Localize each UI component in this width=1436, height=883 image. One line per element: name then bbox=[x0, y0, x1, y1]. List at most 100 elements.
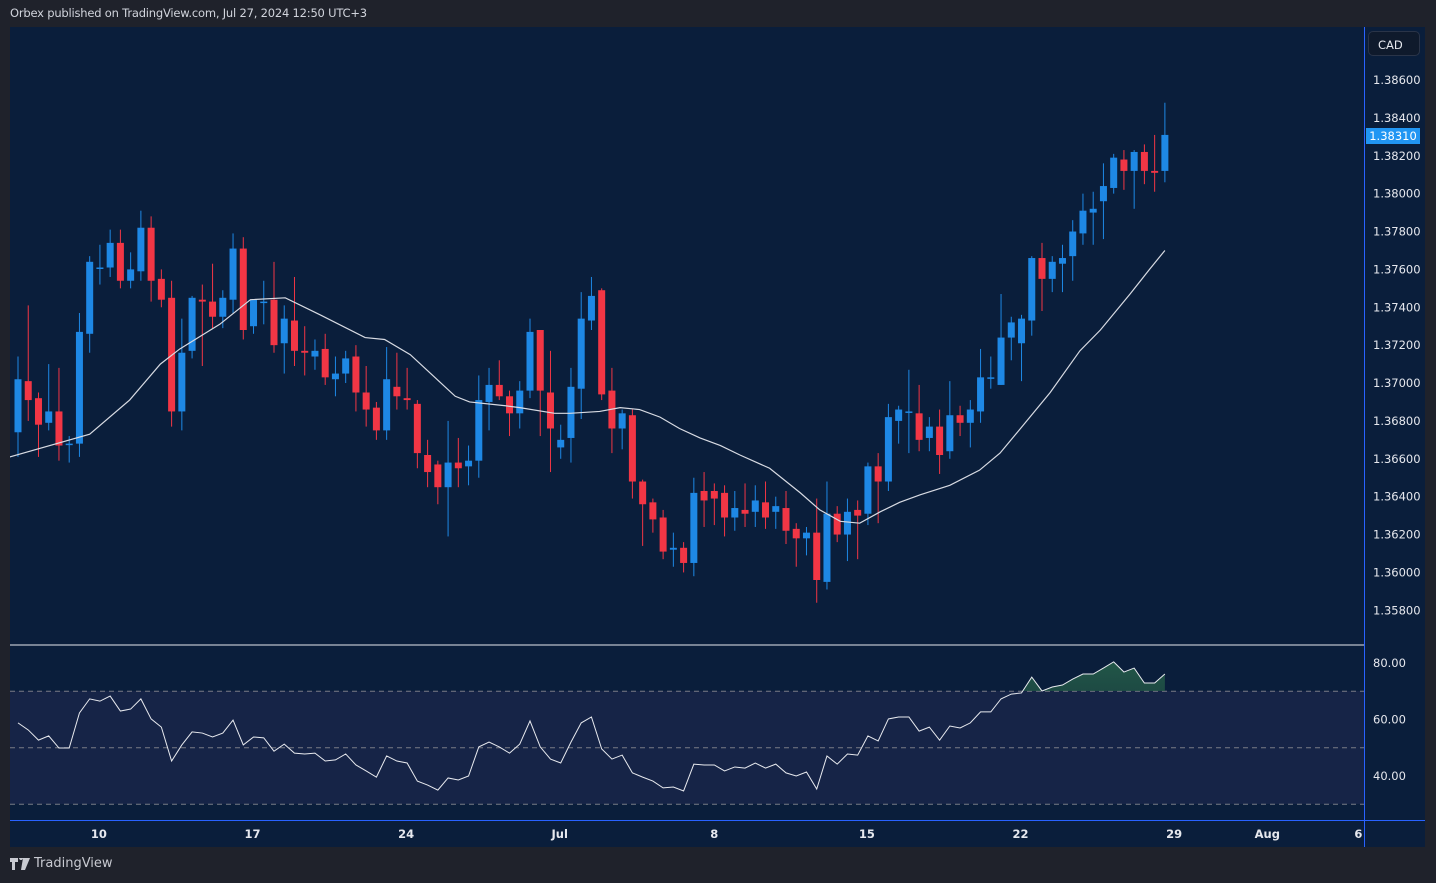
candle bbox=[178, 318, 186, 431]
candle-body bbox=[690, 492, 698, 563]
time-tick-label: 8 bbox=[710, 827, 718, 841]
candle bbox=[434, 460, 442, 505]
candle bbox=[772, 496, 780, 529]
rsi-axis[interactable]: 80.00 60.00 40.00 bbox=[1373, 656, 1406, 783]
candle-body bbox=[977, 377, 985, 412]
candle-body bbox=[1099, 186, 1107, 202]
time-tick-label: 15 bbox=[859, 827, 875, 841]
candle-body bbox=[956, 415, 964, 423]
candle bbox=[96, 244, 104, 285]
candle-body bbox=[475, 400, 483, 461]
candle-body bbox=[680, 547, 688, 563]
candle-body bbox=[321, 348, 329, 378]
candle-body bbox=[1069, 231, 1077, 257]
candle-body bbox=[454, 462, 462, 469]
currency-button[interactable]: CAD bbox=[1368, 31, 1420, 56]
candle bbox=[649, 498, 657, 533]
candle-body bbox=[301, 350, 309, 353]
candle bbox=[45, 364, 53, 431]
rsi-tick-label: 40.00 bbox=[1373, 769, 1406, 783]
candle bbox=[823, 481, 831, 590]
price-tick-label: 1.37600 bbox=[1373, 262, 1421, 276]
price-tick-label: 1.37800 bbox=[1373, 225, 1421, 239]
price-tick-label: 1.38600 bbox=[1373, 73, 1421, 87]
candle bbox=[516, 381, 524, 429]
candle-body bbox=[147, 227, 155, 281]
candle-body bbox=[506, 396, 514, 414]
candle bbox=[250, 299, 258, 334]
candle bbox=[977, 348, 985, 423]
candle bbox=[598, 288, 606, 401]
candle bbox=[55, 367, 63, 461]
candle bbox=[24, 305, 32, 421]
candle-body bbox=[823, 513, 831, 582]
candle bbox=[383, 347, 391, 440]
price-axis[interactable]: 1.38600 1.38400 1.38200 1.38000 1.37800 1.376… bbox=[1373, 73, 1421, 617]
overbought-area bbox=[1022, 661, 1165, 691]
candle-body bbox=[413, 403, 421, 454]
candle-body bbox=[925, 426, 933, 438]
candle-body bbox=[198, 299, 206, 302]
time-tick-label: Aug bbox=[1255, 827, 1280, 841]
candle bbox=[813, 498, 821, 603]
candle bbox=[639, 479, 647, 546]
rsi-tick-label: 80.00 bbox=[1373, 656, 1406, 670]
candle bbox=[424, 439, 432, 488]
candle-body bbox=[577, 318, 585, 389]
candle bbox=[864, 462, 872, 526]
candle-body bbox=[966, 409, 974, 423]
candle bbox=[147, 216, 155, 302]
candle bbox=[188, 295, 196, 359]
candle-body bbox=[444, 462, 452, 488]
candle-body bbox=[188, 297, 196, 351]
candle bbox=[608, 367, 616, 454]
candle-body bbox=[239, 248, 247, 330]
price-tick-label: 1.37200 bbox=[1373, 338, 1421, 352]
candle-body bbox=[649, 502, 657, 520]
candle-body bbox=[1151, 170, 1159, 173]
candle-body bbox=[751, 500, 759, 512]
moving-average bbox=[10, 250, 1166, 524]
candle-body bbox=[997, 337, 1005, 385]
candle-body bbox=[229, 248, 237, 300]
candle-body bbox=[1018, 318, 1026, 344]
candle bbox=[127, 252, 135, 289]
price-tick-label: 1.36800 bbox=[1373, 414, 1421, 428]
candle bbox=[526, 318, 534, 399]
candle bbox=[792, 523, 800, 567]
candle bbox=[34, 392, 42, 457]
candle-body bbox=[178, 352, 186, 412]
candle bbox=[997, 294, 1005, 385]
footer-brand[interactable]: TradingView bbox=[10, 856, 113, 871]
candle bbox=[669, 532, 677, 567]
candle bbox=[895, 405, 903, 444]
candle-body bbox=[352, 356, 360, 393]
candle bbox=[1099, 163, 1107, 240]
candle-body bbox=[516, 390, 524, 414]
candle bbox=[209, 263, 217, 329]
candle-body bbox=[864, 466, 872, 514]
candle bbox=[1038, 242, 1046, 312]
candle bbox=[1069, 220, 1077, 281]
candle-body bbox=[403, 398, 411, 401]
candle-body bbox=[1007, 322, 1015, 338]
candle bbox=[311, 339, 319, 370]
price-tick-label: 1.36200 bbox=[1373, 528, 1421, 542]
candle-body bbox=[106, 242, 114, 268]
candle-body bbox=[731, 508, 739, 518]
candle bbox=[1161, 102, 1169, 183]
candle-body bbox=[557, 439, 565, 448]
candle-body bbox=[116, 242, 124, 281]
candle-body bbox=[434, 464, 442, 488]
candle bbox=[874, 453, 882, 524]
candle-body bbox=[833, 513, 841, 535]
candle bbox=[536, 330, 544, 437]
candle-body bbox=[55, 411, 63, 446]
candle-body bbox=[987, 377, 995, 379]
candle bbox=[618, 409, 626, 450]
time-axis[interactable]: 10 17 24 Jul 8 15 22 29 Aug 6 bbox=[91, 827, 1363, 841]
candle-body bbox=[854, 509, 862, 516]
candle-body bbox=[905, 411, 913, 413]
candle-body bbox=[895, 409, 903, 421]
